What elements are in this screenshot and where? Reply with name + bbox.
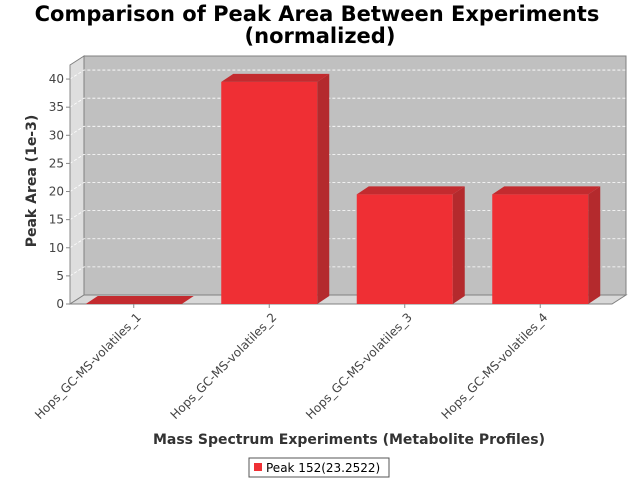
- bar-side: [588, 186, 601, 304]
- y-tick-label: 15: [49, 213, 64, 227]
- bar-front: [492, 194, 589, 304]
- plot-left-wall: [69, 55, 85, 305]
- legend: Peak 152(23.2522): [248, 457, 390, 478]
- y-axis-ticks: 0 5 10 15 20 25 30 35 40: [49, 65, 71, 311]
- y-tick-label: 40: [49, 72, 64, 86]
- gridline: [69, 97, 626, 108]
- x-axis-label: Mass Spectrum Experiments (Metabolite Pr…: [153, 432, 545, 448]
- y-tick-label: 35: [49, 100, 64, 114]
- bar-front: [356, 194, 453, 304]
- x-tick-label: Hops_GC-MS-volatiles_2: [168, 310, 280, 422]
- x-tick-label: Hops_GC-MS-volatiles_3: [303, 310, 415, 422]
- bar-side: [317, 73, 330, 304]
- bar: [221, 73, 330, 304]
- gridline: [69, 69, 626, 80]
- x-tick-label: Hops_GC-MS-volatiles_1: [32, 310, 144, 422]
- y-axis-label: Peak Area (1e-3): [24, 115, 40, 248]
- bar-front: [221, 81, 318, 304]
- gridline: [69, 182, 626, 192]
- bars: [85, 73, 601, 304]
- x-axis-ticks: Hops_GC-MS-volatiles_1 Hops_GC-MS-volatil…: [32, 304, 550, 422]
- bar-top: [85, 296, 194, 304]
- gridline: [69, 125, 626, 136]
- legend-swatch: [254, 463, 262, 471]
- bar: [492, 186, 601, 304]
- y-tick-label: 5: [56, 269, 64, 283]
- y-tick-label: 25: [49, 156, 64, 170]
- bar-top: [356, 186, 465, 195]
- bar: [85, 296, 194, 304]
- chart-subtitle: (normalized): [245, 24, 396, 48]
- bar-top: [492, 186, 601, 195]
- y-tick-label: 0: [56, 297, 64, 311]
- legend-box: [248, 457, 390, 478]
- gridline: [69, 154, 626, 164]
- chart-title: Comparison of Peak Area Between Experime…: [35, 2, 600, 26]
- x-tick-label: Hops_GC-MS-volatiles_4: [439, 310, 551, 422]
- bar: [356, 186, 465, 304]
- bar-top: [221, 73, 330, 82]
- y-tick-label: 20: [49, 185, 64, 199]
- bar-side: [452, 186, 465, 304]
- y-tick-label: 10: [49, 241, 64, 255]
- y-tick-label: 30: [49, 128, 64, 142]
- legend-label: Peak 152(23.2522): [266, 461, 380, 475]
